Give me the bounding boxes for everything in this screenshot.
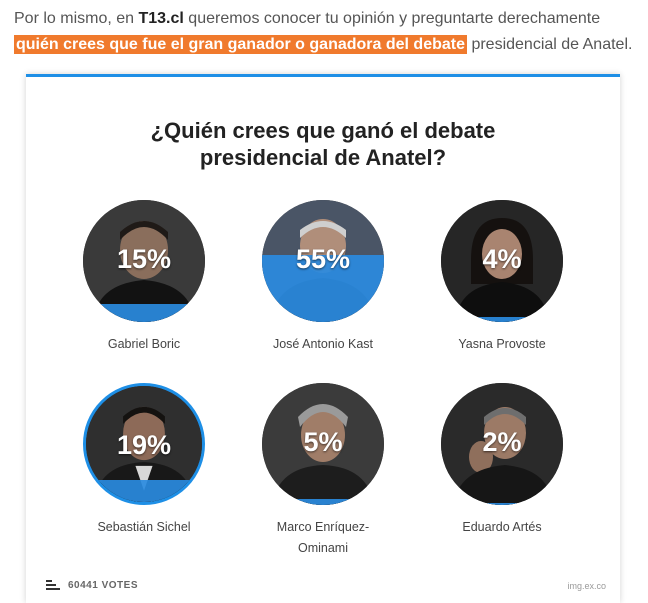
percent-label: 55% [295, 244, 351, 274]
candidate-name: Sebastián Sichel [97, 520, 191, 534]
poll-card: ¿Quién crees que ganó el debate presiden… [26, 74, 620, 603]
article-intro: Por lo mismo, en T13.cl queremos conocer… [14, 6, 644, 58]
poll-option-yasna-provoste[interactable]: 4% Yasna Provoste [412, 200, 592, 355]
candidate-photo [262, 383, 384, 505]
result-fill-bar [441, 317, 563, 322]
poll-option-gabriel-boric[interactable]: 15% Gabriel Boric [54, 200, 234, 355]
candidate-avatar[interactable]: 5% [262, 383, 384, 505]
poll-option-marco-enriquez-ominami[interactable]: 5% Marco Enríquez- Ominami [233, 383, 413, 559]
percent-label: 19% [116, 430, 172, 460]
candidate-avatar[interactable]: 2% [441, 383, 563, 505]
percent-label: 4% [482, 244, 522, 274]
candidate-avatar[interactable]: 55% [262, 200, 384, 322]
candidate-photo [441, 383, 563, 505]
poll-title: ¿Quién crees que ganó el debate presiden… [26, 117, 620, 171]
intro-prefix: Por lo mismo, en [14, 10, 139, 27]
intro-highlight: quién crees que fue el gran ganador o ga… [14, 35, 467, 54]
candidate-avatar[interactable]: 19% [83, 383, 205, 505]
candidate-name: Marco Enríquez- Ominami [233, 517, 413, 559]
candidate-photo [441, 200, 563, 322]
candidate-photo [83, 200, 205, 322]
candidate-name-line2: Ominami [297, 541, 348, 555]
candidate-name: Gabriel Boric [107, 337, 181, 351]
candidate-avatar[interactable]: 4% [441, 200, 563, 322]
poll-option-eduardo-artes[interactable]: 2% Eduardo Artés [412, 383, 592, 538]
intro-mid: queremos conocer tu opinión y preguntart… [183, 10, 601, 27]
poll-option-jose-antonio-kast[interactable]: 55% José Antonio Kast [233, 200, 413, 355]
percent-label: 15% [116, 244, 172, 274]
candidate-name-line1: Marco Enríquez- [276, 520, 370, 534]
result-fill-bar [441, 502, 563, 505]
vote-count: 60441 VOTES [46, 580, 138, 591]
candidate-avatar[interactable]: 15% [83, 200, 205, 322]
brand-link[interactable]: img.ex.co [567, 581, 606, 591]
percent-label: 2% [482, 427, 522, 457]
candidate-name: Yasna Provoste [458, 337, 546, 351]
result-fill-bar [83, 303, 205, 322]
percent-label: 5% [303, 427, 343, 457]
intro-site-link[interactable]: T13.cl [138, 10, 184, 27]
poll-option-sebastian-sichel[interactable]: 19% Sebastián Sichel [54, 383, 234, 538]
candidate-name: Eduardo Artés [462, 520, 542, 534]
poll-title-line2: presidencial de Anatel? [199, 145, 447, 170]
result-fill-bar [262, 254, 384, 322]
result-fill-bar [86, 479, 202, 502]
poll-title-line1: ¿Quién crees que ganó el debate [150, 118, 496, 143]
vote-count-label: 60441 VOTES [68, 580, 138, 591]
candidate-name: José Antonio Kast [272, 337, 374, 351]
result-fill-bar [262, 498, 384, 505]
intro-suffix: presidencial de Anatel. [467, 36, 633, 53]
bars-icon [46, 580, 60, 591]
